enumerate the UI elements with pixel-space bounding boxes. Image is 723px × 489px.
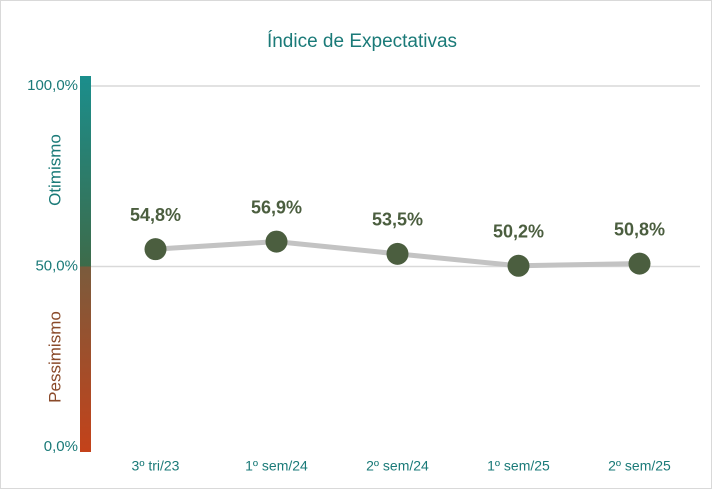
marker — [507, 254, 530, 277]
y-tick-label: 50,0% — [35, 257, 78, 274]
marker — [265, 230, 288, 253]
marker — [628, 252, 651, 275]
data-label: 54,8% — [130, 205, 181, 225]
marker — [144, 238, 167, 261]
axis-gradient — [80, 76, 91, 267]
y-tick-label: 100,0% — [27, 77, 78, 94]
annotation: Otimismo — [45, 134, 64, 206]
data-label: 50,2% — [493, 222, 544, 242]
x-tick-label: 2º sem/25 — [608, 458, 671, 474]
y-tick-label: 0,0% — [44, 438, 78, 455]
chart-title: Índice de Expectativas — [267, 31, 457, 52]
data-label: 50,8% — [614, 219, 665, 239]
annotation: Pessimismo — [45, 311, 64, 403]
x-tick-label: 1º sem/25 — [487, 458, 550, 474]
x-tick-label: 1º sem/24 — [245, 458, 308, 474]
x-tick-label: 2º sem/24 — [366, 458, 429, 474]
data-label: 53,5% — [372, 210, 423, 230]
data-label: 56,9% — [251, 197, 302, 217]
marker — [386, 242, 409, 265]
axis-gradient — [80, 266, 91, 452]
x-tick-label: 3º tri/23 — [132, 458, 180, 474]
